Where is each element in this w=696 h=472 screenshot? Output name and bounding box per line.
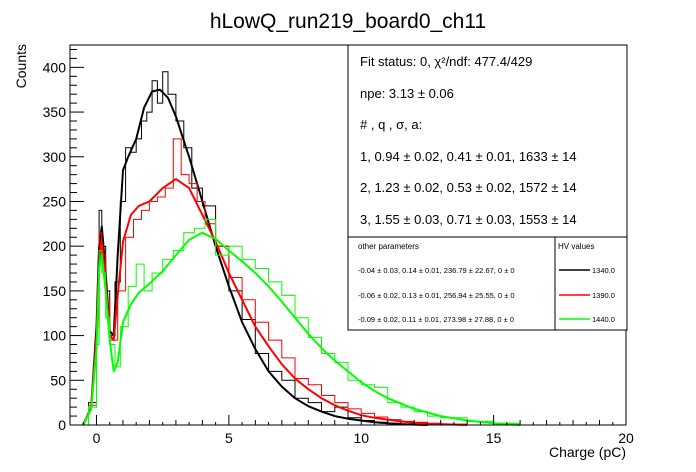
x-tick-label: 5 [225, 430, 233, 446]
other-params-row-1: -0.04 ± 0.03, 0.14 ± 0.01, 236.79 ± 22.6… [358, 266, 515, 275]
param-row-1: 1, 0.94 ± 0.02, 0.41 ± 0.01, 1633 ± 14 [360, 149, 577, 164]
chart-title: hLowQ_run219_board0_ch11 [210, 10, 486, 33]
other-params-row-3: -0.09 ± 0.02, 0.11 ± 0.01, 273.98 ± 27.8… [358, 315, 514, 324]
y-tick-label: 150 [43, 283, 67, 299]
fit-stats-frame [347, 44, 628, 238]
y-tick-label: 350 [43, 104, 67, 120]
y-tick-label: 100 [43, 328, 67, 344]
params-header-text: # , q , σ, a: [360, 117, 422, 132]
hv-value-3: 1440.0 [592, 315, 615, 324]
x-tick-label: 20 [618, 430, 634, 446]
x-tick-label: 0 [93, 430, 101, 446]
npe-text: npe: 3.13 ± 0.06 [360, 86, 454, 101]
fit-status-text: Fit status: 0, χ²/ndf: 477.4/429 [360, 54, 532, 69]
hv-value-2: 1390.0 [592, 291, 615, 300]
series-layer [82, 71, 526, 426]
param-row-2: 2, 1.23 ± 0.02, 0.53 ± 0.02, 1572 ± 14 [360, 180, 577, 195]
y-tick-label: 200 [43, 238, 67, 254]
fit-curve-hv-1440-0 [82, 231, 521, 426]
y-tick-label: 0 [58, 417, 66, 433]
hv-values-title: HV values [558, 242, 594, 251]
x-tick-label: 15 [486, 430, 502, 446]
other-params-title: other parameters [358, 242, 419, 251]
y-tick-label: 300 [43, 149, 67, 165]
histogram-hv-1440-0 [83, 218, 526, 426]
x-axis-label: Charge (pC) [549, 444, 626, 460]
legend-box: other parameters HV values -0.04 ± 0.03,… [347, 236, 628, 331]
param-row-3: 3, 1.55 ± 0.03, 0.71 ± 0.03, 1553 ± 14 [360, 212, 577, 227]
other-params-row-2: -0.06 ± 0.02, 0.13 ± 0.01, 256.94 ± 25.5… [358, 291, 515, 300]
y-tick-label: 250 [43, 193, 67, 209]
y-tick-label: 400 [43, 59, 67, 75]
y-axis-label: Counts [13, 44, 29, 88]
fit-stats-box: Fit status: 0, χ²/ndf: 477.4/429 npe: 3.… [347, 44, 628, 238]
x-tick-label: 10 [353, 430, 369, 446]
legend-frame [347, 236, 628, 331]
hv-value-1: 1340.0 [592, 266, 615, 275]
y-tick-label: 50 [50, 372, 66, 388]
